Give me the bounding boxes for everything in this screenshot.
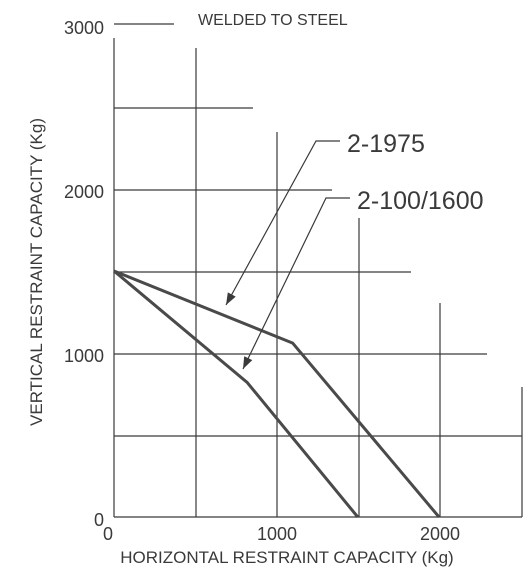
y-tick-label-1000: 1000 <box>64 346 104 366</box>
x-tick-label-0: 0 <box>103 524 113 544</box>
leader-arrow-2-100-1600-arrowhead <box>243 356 253 369</box>
series-label-2-1975: 2-1975 <box>347 130 425 158</box>
series-lines <box>113 269 441 518</box>
series-line-2 <box>113 269 359 518</box>
leader-arrow-2-100-1600 <box>242 197 350 370</box>
x-tick-label-2000: 2000 <box>420 524 460 544</box>
x-tick-label-1000: 1000 <box>257 524 297 544</box>
y-tick-label-2000: 2000 <box>64 182 104 202</box>
leader-arrow-2-1975 <box>225 140 340 306</box>
series-leaders <box>225 140 350 370</box>
x-axis-title: HORIZONTAL RESTRAINT CAPACITY (Kg) <box>120 548 453 567</box>
y-tick-label-3000: 3000 <box>64 18 104 38</box>
grid <box>113 23 523 518</box>
y-tick-label-0: 0 <box>94 510 104 530</box>
series-line-1 <box>113 269 441 518</box>
chart-title: WELDED TO STEEL <box>198 12 348 29</box>
y-axis-title: VERTICAL RESTRAINT CAPACITY (Kg) <box>27 118 46 426</box>
series-label-2-100-1600: 2-100/1600 <box>357 187 484 215</box>
leader-arrow-2-1975-arrowhead <box>226 292 236 305</box>
